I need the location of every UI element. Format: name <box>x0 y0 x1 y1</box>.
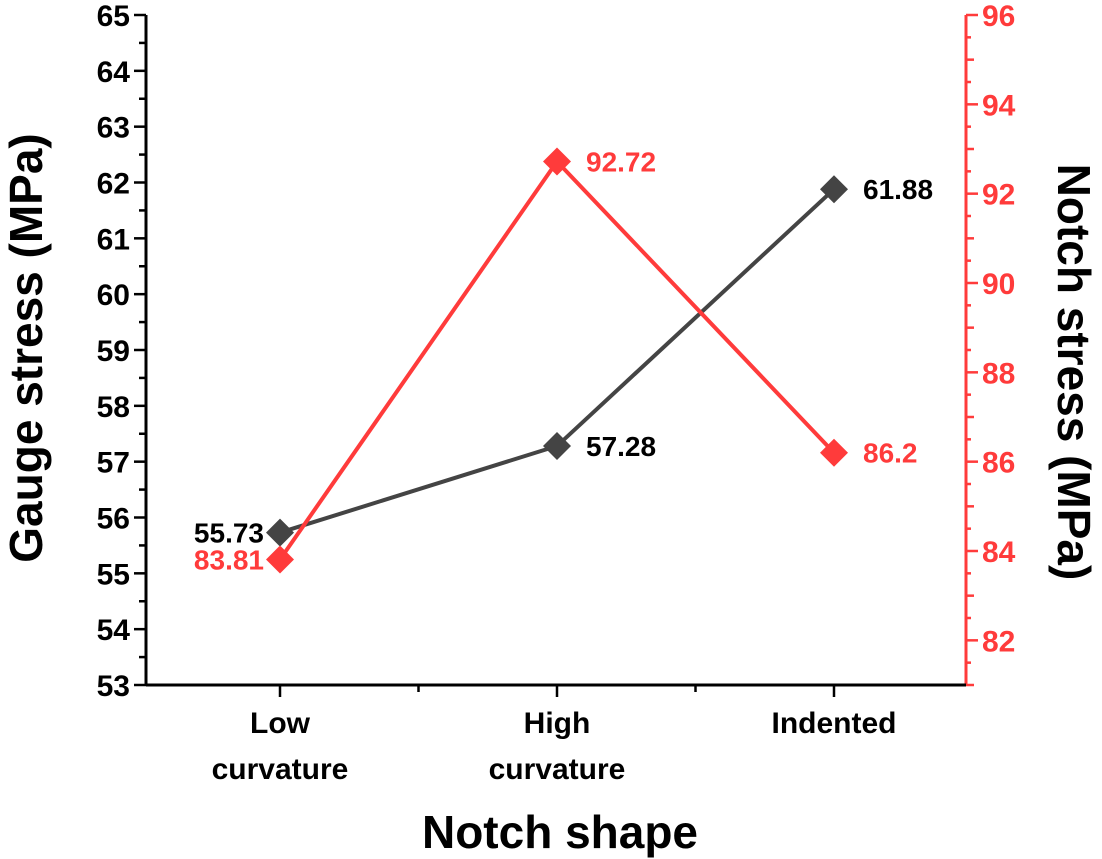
right-tick-label: 92 <box>982 179 1015 212</box>
left-tick-label: 65 <box>97 0 130 33</box>
x-tick-label: curvature <box>489 753 626 786</box>
right-tick-label: 82 <box>982 625 1015 658</box>
right-tick-label: 96 <box>982 0 1015 33</box>
series-point-right <box>543 147 571 176</box>
left-axis: 53 54 55 56 57 58 59 60 61 62 63 64 65 <box>97 0 148 703</box>
x-axis-title: Notch shape <box>422 806 698 858</box>
right-axis-title: Notch stress (MPa) <box>1048 164 1100 581</box>
left-tick-label: 57 <box>97 447 130 480</box>
left-tick-label: 63 <box>97 112 130 145</box>
series-point-left <box>543 432 571 461</box>
left-tick-label: 59 <box>97 335 130 368</box>
right-axis: 82 84 86 88 90 92 94 96 <box>964 0 1016 687</box>
left-tick-label: 61 <box>97 223 130 256</box>
series-line-right <box>278 158 836 561</box>
series-layer: 55.73 57.28 61.88 83.81 92.72 86.2 <box>194 147 933 576</box>
series-point-right <box>266 545 294 574</box>
right-tick-label: 90 <box>982 268 1015 301</box>
right-tick-label: 84 <box>982 536 1016 569</box>
data-label-left: 61.88 <box>863 174 933 205</box>
x-tick-label: curvature <box>212 753 349 786</box>
left-axis-title: Gauge stress (MPa) <box>0 133 52 562</box>
x-axis: Low curvature High curvature Indented <box>146 683 966 786</box>
left-tick-label: 55 <box>97 558 130 591</box>
data-label-right: 92.72 <box>586 147 656 178</box>
left-tick-label: 53 <box>97 670 130 703</box>
right-tick-label: 88 <box>982 357 1015 390</box>
x-tick-label: High <box>524 707 591 740</box>
left-tick-label: 54 <box>97 614 131 647</box>
data-label-left: 57.28 <box>586 431 656 462</box>
series-point-right <box>820 438 848 467</box>
series-point-left <box>820 175 848 204</box>
data-label-right: 86.2 <box>863 438 918 469</box>
data-label-left: 55.73 <box>194 518 264 549</box>
left-tick-label: 60 <box>97 279 130 312</box>
series-line-left <box>279 187 836 535</box>
x-tick-label: Low <box>250 707 311 740</box>
x-tick-label: Indented <box>772 707 897 740</box>
series-point-left <box>266 518 294 547</box>
right-tick-label: 94 <box>982 89 1016 122</box>
left-tick-label: 56 <box>97 503 130 536</box>
left-tick-label: 58 <box>97 391 130 424</box>
left-tick-label: 64 <box>97 56 131 89</box>
right-tick-label: 86 <box>982 447 1015 480</box>
data-label-right: 83.81 <box>194 544 264 575</box>
left-tick-label: 62 <box>97 168 130 201</box>
